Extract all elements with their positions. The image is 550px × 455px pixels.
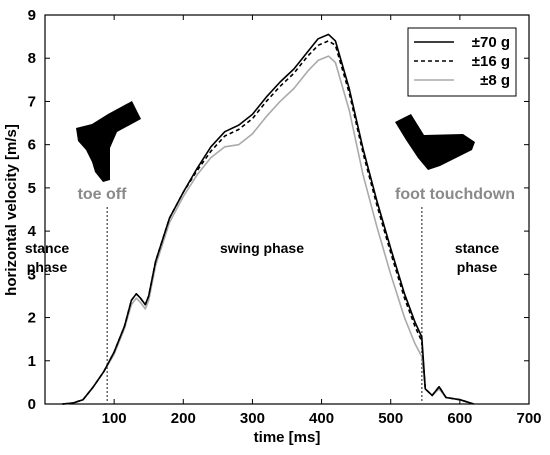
legend: ±70 g ±16 g ±8 g <box>407 27 517 97</box>
y-tick-label: 1 <box>28 353 36 370</box>
x-tick-label: 300 <box>240 410 265 427</box>
series-line-3 <box>62 55 474 405</box>
y-tick-label: 3 <box>28 266 36 283</box>
y-axis: 0 1 2 3 4 5 6 7 8 9 <box>28 7 529 413</box>
stance-phase-left-line2: phase <box>27 259 68 275</box>
x-tick-label: 400 <box>309 410 334 427</box>
y-tick-label: 6 <box>28 137 36 154</box>
x-tick-label: 200 <box>171 410 196 427</box>
y-tick-label: 8 <box>28 50 36 67</box>
stance-phase-right-line2: phase <box>457 259 498 275</box>
phase-boundaries <box>106 207 423 404</box>
toe-off-label: toe off <box>78 186 128 203</box>
stance-phase-right-line1: stance <box>455 240 500 256</box>
y-tick-label: 9 <box>28 7 36 24</box>
foot-toe-off-icon <box>76 101 141 182</box>
y-tick-label: 5 <box>28 180 36 197</box>
foot-touchdown-icon <box>395 114 475 170</box>
legend-label: ±16 g <box>472 53 510 70</box>
legend-label: ±70 g <box>472 34 510 51</box>
plot-frame <box>44 14 530 405</box>
x-tick-label: 500 <box>378 410 403 427</box>
y-axis-label: horizontal velocity [m/s] <box>3 124 20 296</box>
stance-phase-left-line1: stance <box>25 240 70 256</box>
x-tick-label: 700 <box>516 410 541 427</box>
y-tick-label: 7 <box>28 93 36 110</box>
series-line-1 <box>62 33 474 405</box>
series-group <box>62 33 474 405</box>
legend-box <box>407 27 517 97</box>
y-tick-label: 2 <box>28 310 36 327</box>
swing-phase-label: swing phase <box>220 240 304 256</box>
x-tick-label: 600 <box>447 410 472 427</box>
y-tick-label: 4 <box>28 223 37 240</box>
legend-label: ±8 g <box>480 72 510 89</box>
x-axis: 100 200 300 400 500 600 700 <box>102 15 542 427</box>
y-tick-label: 0 <box>28 396 36 413</box>
foot-touchdown-label: foot touchdown <box>395 186 515 203</box>
x-axis-label: time [ms] <box>254 429 321 446</box>
x-tick-label: 100 <box>102 410 127 427</box>
